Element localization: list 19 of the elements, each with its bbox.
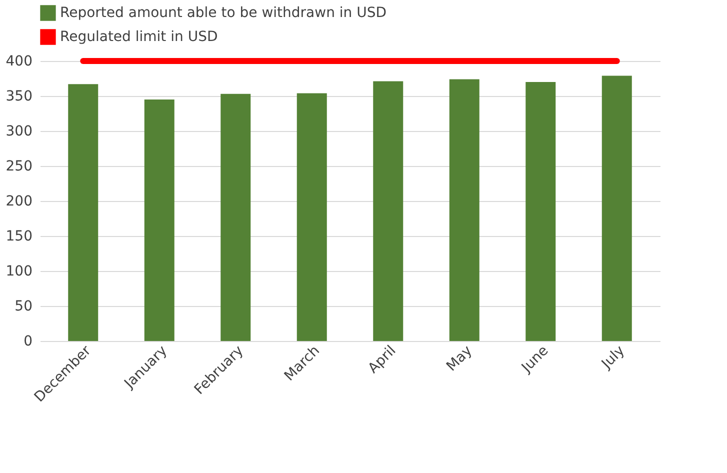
y-tick-label: 50 [14,298,32,314]
bar [144,100,174,341]
bar [602,76,632,341]
y-tick-label: 150 [6,228,32,244]
bar [449,79,480,341]
y-tick-label: 400 [6,54,32,70]
y-tick-label: 200 [6,194,32,210]
y-tick-label: 350 [6,88,32,104]
legend-label: Regulated limit in USD [60,29,218,45]
bar [296,93,327,341]
y-tick-label: 300 [6,124,32,140]
bar [220,94,251,341]
legend-label: Reported amount able to be withdrawn in USD [60,5,387,21]
y-tick-label: 100 [6,264,32,280]
bar [373,81,404,341]
y-tick-label: 0 [24,334,32,350]
bar [526,82,556,341]
y-tick-label: 250 [6,158,32,174]
bar [68,84,98,341]
